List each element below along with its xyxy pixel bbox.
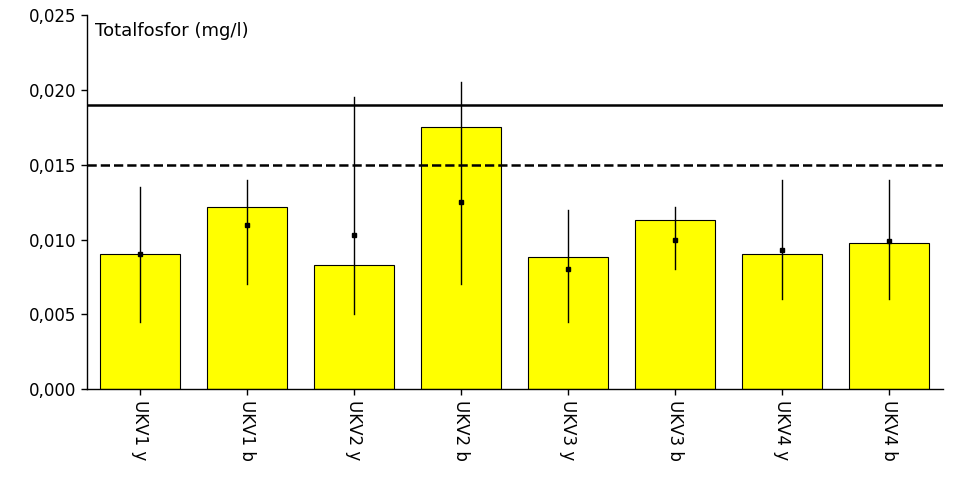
- Bar: [421, 127, 501, 389]
- Bar: [849, 243, 928, 389]
- Bar: [207, 207, 287, 389]
- Bar: [634, 220, 715, 389]
- Bar: [313, 265, 394, 389]
- Bar: [100, 254, 180, 389]
- Bar: [528, 257, 607, 389]
- Bar: [741, 254, 822, 389]
- Text: Totalfosfor (mg/l): Totalfosfor (mg/l): [95, 22, 249, 40]
